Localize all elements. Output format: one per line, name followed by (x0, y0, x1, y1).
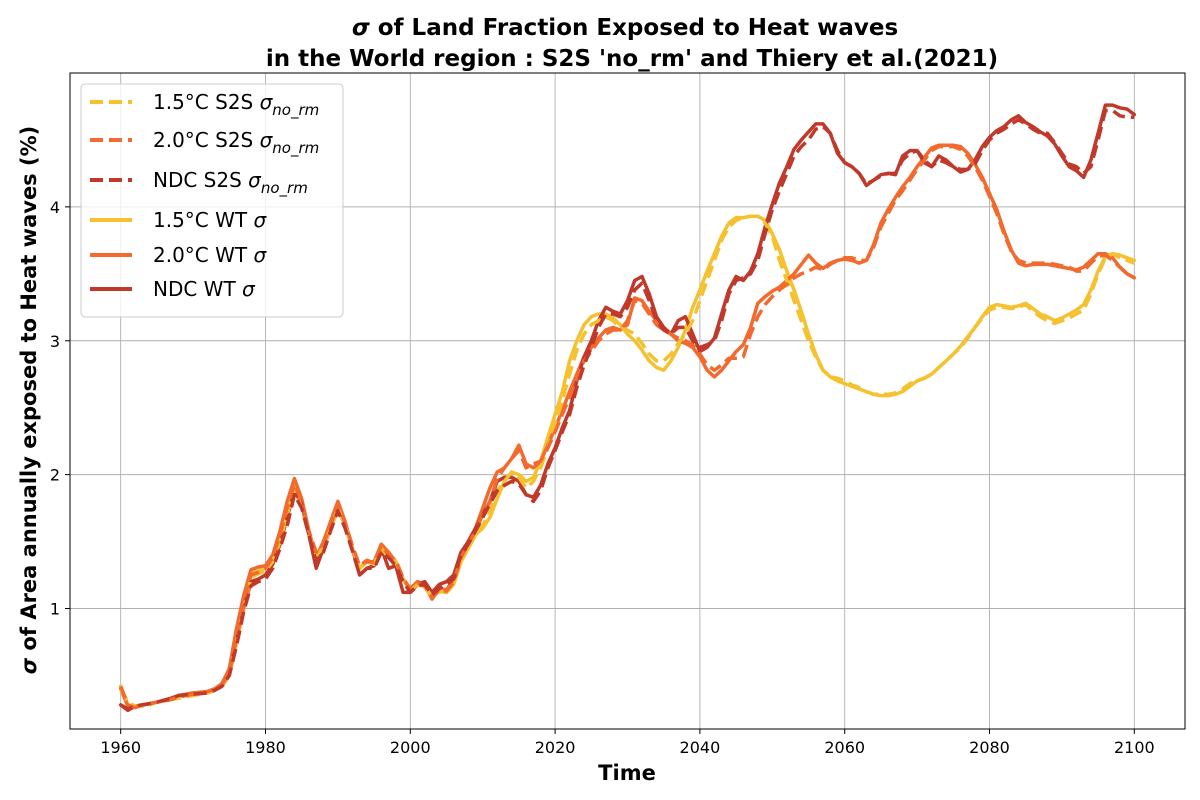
legend-label: NDC S2S σno_rm (153, 168, 308, 198)
legend-box (80, 83, 344, 318)
legend-label-sigma: σ (260, 90, 274, 114)
y-axis: 1 2 3 4 (50, 198, 70, 619)
x-tick-label: 1980 (245, 738, 286, 757)
x-axis: 1960 1980 2000 2020 2040 2060 2080 2100 (100, 729, 1155, 757)
legend-label-text: 1.5°C S2S (153, 90, 260, 114)
series-line-ndc-s2s-no-rm (119, 108, 1135, 711)
x-axis-label: Time (598, 761, 656, 785)
legend-label-sigma: σ (253, 243, 267, 267)
x-tick-label: 2100 (1114, 738, 1155, 757)
legend-label: 2.0°C S2S σno_rm (153, 128, 319, 158)
y-tick-label: 3 (50, 332, 60, 351)
legend-label-sigma: σ (242, 277, 256, 301)
y-tick-label: 1 (50, 600, 60, 619)
legend-label: 1.5°C S2S σno_rm (153, 90, 319, 120)
y-tick-label: 2 (50, 466, 60, 485)
legend-label-sigma: σ (253, 208, 267, 232)
chart-subtitle: in the World region : S2S 'no_rm' and Th… (266, 46, 998, 72)
series-line-1-5-c-s2s-no-rm (119, 214, 1135, 708)
legend-label-subscript: no_rm (261, 179, 308, 198)
x-tick-label: 2000 (390, 738, 431, 757)
legend-label: 1.5°C WT σ (153, 208, 267, 232)
legend-label-text: NDC S2S (153, 168, 248, 192)
gridlines (70, 73, 1185, 729)
legend-label-text: 1.5°C WT (153, 208, 253, 232)
x-tick-label: 2080 (969, 738, 1010, 757)
legend-label-sigma: σ (260, 128, 274, 152)
series-layer (118, 103, 1137, 713)
legend-label-text: NDC WT (153, 277, 242, 301)
x-tick-label: 2060 (824, 738, 865, 757)
chart-title-sigma: σ (352, 15, 370, 41)
chart-title: σ of Land Fraction Exposed to Heat waves (352, 15, 898, 41)
legend-label: NDC WT σ (153, 277, 256, 301)
y-axis-label: σ of Area annually exposed to Heat waves… (17, 126, 41, 674)
x-tick-label: 1960 (100, 738, 141, 757)
legend-label-sigma: σ (248, 168, 262, 192)
x-tick-label: 2040 (680, 738, 721, 757)
y-axis-label-rest: of Area annually exposed to Heat waves (… (17, 126, 41, 658)
legend-label-text: 2.0°C S2S (153, 128, 260, 152)
legend-label: 2.0°C WT σ (153, 243, 267, 267)
legend-label-text: 2.0°C WT (153, 243, 253, 267)
y-axis-label-sigma: σ (17, 657, 41, 674)
legend-label-subscript: no_rm (272, 139, 319, 158)
legend-label-subscript: no_rm (272, 101, 319, 120)
y-tick-label: 4 (50, 198, 60, 217)
x-tick-label: 2020 (535, 738, 576, 757)
chart-title-rest: of Land Fraction Exposed to Heat waves (370, 15, 898, 41)
plot-area-frame (69, 72, 1186, 730)
